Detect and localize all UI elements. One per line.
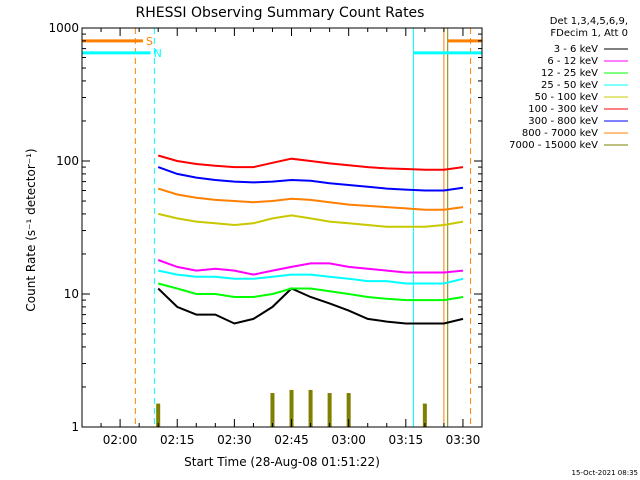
plot-content: SN bbox=[82, 28, 482, 427]
legend-label: 800 - 7000 keV bbox=[522, 128, 598, 139]
x-axis-label: Start Time (28-Aug-08 01:51:22) bbox=[184, 455, 380, 469]
legend-label: 300 - 800 keV bbox=[528, 116, 598, 127]
x-tick-label: 03:00 bbox=[331, 433, 366, 447]
legend-label: 12 - 25 keV bbox=[541, 68, 598, 79]
legend: Det 1,3,4,5,6,9, FDecim 1, Att 0 3 - 6 k… bbox=[509, 16, 628, 151]
y-tick-label: 1 bbox=[71, 420, 79, 434]
y-tick-label: 100 bbox=[56, 154, 79, 168]
plot-frame bbox=[81, 27, 483, 428]
data-bar bbox=[289, 389, 294, 427]
legend-header-line-2: FDecim 1, Att 0 bbox=[550, 28, 628, 39]
legend-label: 25 - 50 keV bbox=[541, 80, 598, 91]
series-line bbox=[157, 269, 464, 285]
series-line bbox=[157, 154, 464, 171]
axes: 1 10 100 1000 02:00 02:15 02:30 02:45 03:00 03:15… bbox=[48, 21, 483, 447]
legend-label: 7000 - 15000 keV bbox=[509, 140, 598, 151]
x-tick-label: 02:15 bbox=[160, 433, 195, 447]
data-bar bbox=[270, 393, 275, 427]
legend-header-line-1: Det 1,3,4,5,6,9, bbox=[550, 16, 628, 27]
series-line bbox=[157, 259, 464, 276]
flag-label: N bbox=[154, 47, 162, 60]
series-line bbox=[157, 212, 464, 228]
y-tick-label: 10 bbox=[64, 287, 79, 301]
flag-label: S bbox=[146, 35, 153, 48]
y-axis-label: Count Rate (s⁻¹ detector⁻¹) bbox=[24, 148, 38, 311]
legend-label: 3 - 6 keV bbox=[554, 44, 598, 55]
chart-title: RHESSI Observing Summary Count Rates bbox=[136, 5, 425, 21]
x-tick-label: 02:45 bbox=[274, 433, 309, 447]
data-bar bbox=[346, 393, 351, 427]
x-tick-label: 03:15 bbox=[389, 433, 424, 447]
data-bar bbox=[327, 393, 332, 427]
x-tick-label: 02:00 bbox=[103, 433, 138, 447]
legend-label: 6 - 12 keV bbox=[547, 56, 598, 67]
data-bar bbox=[422, 403, 427, 427]
data-bar bbox=[156, 403, 161, 427]
x-tick-label: 02:30 bbox=[217, 433, 252, 447]
x-tick-label: 03:30 bbox=[446, 433, 481, 447]
series-line bbox=[157, 166, 464, 192]
series-line bbox=[157, 282, 464, 302]
series-line bbox=[157, 187, 464, 211]
legend-label: 100 - 300 keV bbox=[528, 104, 598, 115]
timestamp: 15-Oct-2021 08:35 bbox=[572, 469, 638, 477]
y-tick-label: 1000 bbox=[48, 21, 79, 35]
series-line bbox=[157, 287, 464, 325]
legend-label: 50 - 100 keV bbox=[535, 92, 599, 103]
data-bar bbox=[308, 389, 313, 427]
